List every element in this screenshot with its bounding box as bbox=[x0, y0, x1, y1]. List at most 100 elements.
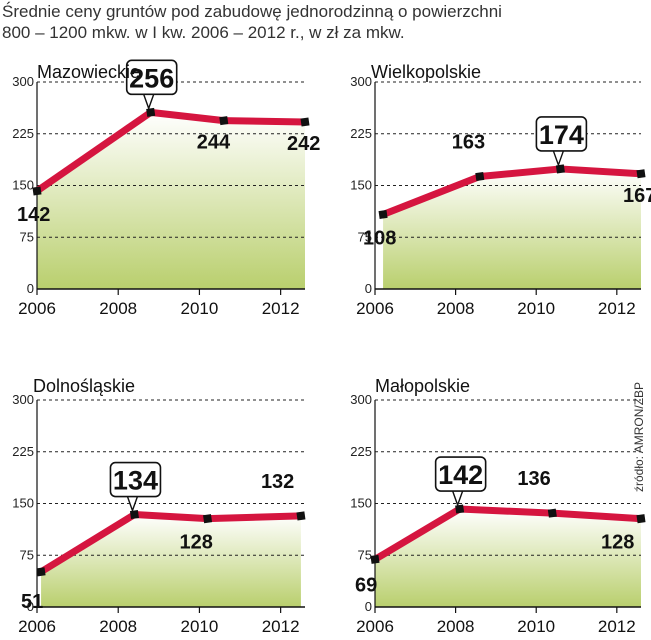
source-text: źródło: AMRON/ZBP bbox=[632, 381, 646, 492]
data-label: 128 bbox=[180, 532, 213, 554]
data-label: 163 bbox=[452, 132, 485, 154]
data-point-marker bbox=[636, 169, 646, 179]
data-point-marker bbox=[203, 514, 213, 524]
data-point-marker bbox=[555, 164, 565, 174]
y-tick-label: 150 bbox=[12, 496, 34, 511]
y-tick-label: 0 bbox=[27, 599, 34, 614]
x-tick-label: 2010 bbox=[181, 299, 219, 318]
panel-title: Mazowieckie bbox=[37, 62, 140, 82]
title-line-1: Średnie ceny gruntów pod zabudowę jednor… bbox=[2, 2, 502, 21]
chart-panel-1: 0 75 150 225 300 2006 2008 2010 2012 142 256 244 242… bbox=[12, 59, 320, 318]
data-point-marker bbox=[455, 504, 465, 514]
y-tick-label: 75 bbox=[20, 229, 34, 244]
series-line-segment bbox=[150, 108, 225, 125]
panel-title: Wielkopolskie bbox=[371, 62, 481, 82]
y-tick-label: 0 bbox=[27, 281, 34, 296]
x-tick-label: 2008 bbox=[99, 617, 137, 636]
y-tick-label: 0 bbox=[365, 281, 372, 296]
x-tick-label: 2008 bbox=[437, 617, 475, 636]
series-line-segment bbox=[134, 511, 208, 523]
data-point-marker bbox=[32, 186, 42, 196]
data-point-marker bbox=[36, 567, 46, 577]
x-tick-label: 2012 bbox=[262, 299, 300, 318]
series-line-segment bbox=[479, 165, 561, 181]
x-tick-label: 2006 bbox=[18, 299, 56, 318]
x-tick-label: 2012 bbox=[262, 617, 300, 636]
y-tick-label: 225 bbox=[350, 444, 372, 459]
x-tick-label: 2010 bbox=[181, 617, 219, 636]
data-label: 69 bbox=[355, 574, 377, 596]
y-tick-label: 75 bbox=[358, 229, 372, 244]
data-point-marker bbox=[146, 107, 156, 117]
x-tick-label: 2006 bbox=[356, 617, 394, 636]
chart-panel-2: 0 75 150 225 300 2006 2008 2010 2012 108 163 174 167… bbox=[350, 62, 651, 318]
chart-panel-3: 0 75 150 225 300 2006 2008 2010 2012 51 134 128 132 D… bbox=[12, 376, 306, 636]
y-tick-label: 300 bbox=[12, 74, 34, 89]
series-line-segment bbox=[552, 509, 642, 523]
data-label: 142 bbox=[17, 204, 50, 226]
chart-panel-4: 0 75 150 225 300 2006 2008 2010 2012 69 142 136 128 M… bbox=[350, 376, 646, 636]
highlight-callout: 256 bbox=[125, 59, 178, 111]
area-fill bbox=[41, 514, 301, 607]
source-note: źródło: AMRON/ZBP bbox=[632, 352, 646, 492]
data-point-marker bbox=[129, 510, 139, 520]
y-tick-label: 300 bbox=[12, 392, 34, 407]
x-tick-label: 2008 bbox=[437, 299, 475, 318]
y-tick-label: 0 bbox=[365, 599, 372, 614]
data-point-marker bbox=[378, 209, 388, 219]
y-tick-label: 300 bbox=[350, 74, 372, 89]
series-line-segment bbox=[560, 165, 642, 178]
data-label: 108 bbox=[363, 227, 396, 249]
data-label: 136 bbox=[517, 468, 550, 490]
panel-title: Dolnośląskie bbox=[33, 376, 135, 396]
y-tick-label: 225 bbox=[350, 126, 372, 141]
data-label: 242 bbox=[287, 133, 320, 155]
data-label: 167 bbox=[623, 185, 651, 207]
area-fill bbox=[37, 112, 305, 289]
highlight-callout: 134 bbox=[109, 461, 162, 513]
data-point-marker bbox=[219, 116, 229, 126]
y-tick-label: 150 bbox=[12, 178, 34, 193]
data-point-marker bbox=[475, 172, 485, 182]
data-label: 134 bbox=[113, 466, 158, 496]
area-fill bbox=[375, 509, 641, 607]
x-tick-label: 2006 bbox=[18, 617, 56, 636]
title-line-2: 800 – 1200 mkw. w I kw. 2006 – 2012 r., … bbox=[2, 23, 405, 42]
data-point-marker bbox=[547, 508, 557, 518]
series-line-segment bbox=[459, 505, 553, 517]
data-point-marker bbox=[300, 117, 310, 127]
x-tick-label: 2012 bbox=[598, 617, 636, 636]
y-tick-label: 225 bbox=[12, 126, 34, 141]
data-point-marker bbox=[370, 554, 380, 564]
data-label: 51 bbox=[21, 591, 43, 613]
y-tick-label: 75 bbox=[358, 547, 372, 562]
series-line-segment bbox=[35, 109, 153, 194]
x-tick-label: 2006 bbox=[356, 299, 394, 318]
x-tick-label: 2008 bbox=[99, 299, 137, 318]
highlight-callout: 174 bbox=[535, 116, 588, 168]
area-fill bbox=[383, 168, 641, 289]
data-label: 128 bbox=[601, 532, 634, 554]
series-line-segment bbox=[381, 173, 482, 218]
chart-title: Średnie ceny gruntów pod zabudowę jednor… bbox=[2, 1, 602, 43]
data-point-marker bbox=[636, 514, 646, 524]
data-label: 256 bbox=[129, 63, 174, 93]
series-line-segment bbox=[39, 511, 137, 575]
data-label: 142 bbox=[438, 460, 483, 490]
y-tick-label: 150 bbox=[350, 178, 372, 193]
highlight-callout: 142 bbox=[434, 456, 487, 508]
series-line-segment bbox=[207, 512, 302, 523]
data-label: 132 bbox=[261, 471, 294, 493]
y-tick-label: 300 bbox=[350, 392, 372, 407]
x-tick-label: 2012 bbox=[598, 299, 636, 318]
data-label: 244 bbox=[197, 132, 231, 154]
series-line-segment bbox=[223, 117, 306, 126]
y-tick-label: 150 bbox=[350, 496, 372, 511]
y-tick-label: 225 bbox=[12, 444, 34, 459]
panel-title: Małopolskie bbox=[375, 376, 470, 396]
x-tick-label: 2010 bbox=[517, 617, 555, 636]
y-tick-label: 75 bbox=[20, 547, 34, 562]
series-line-segment bbox=[373, 506, 462, 563]
x-tick-label: 2010 bbox=[517, 299, 555, 318]
